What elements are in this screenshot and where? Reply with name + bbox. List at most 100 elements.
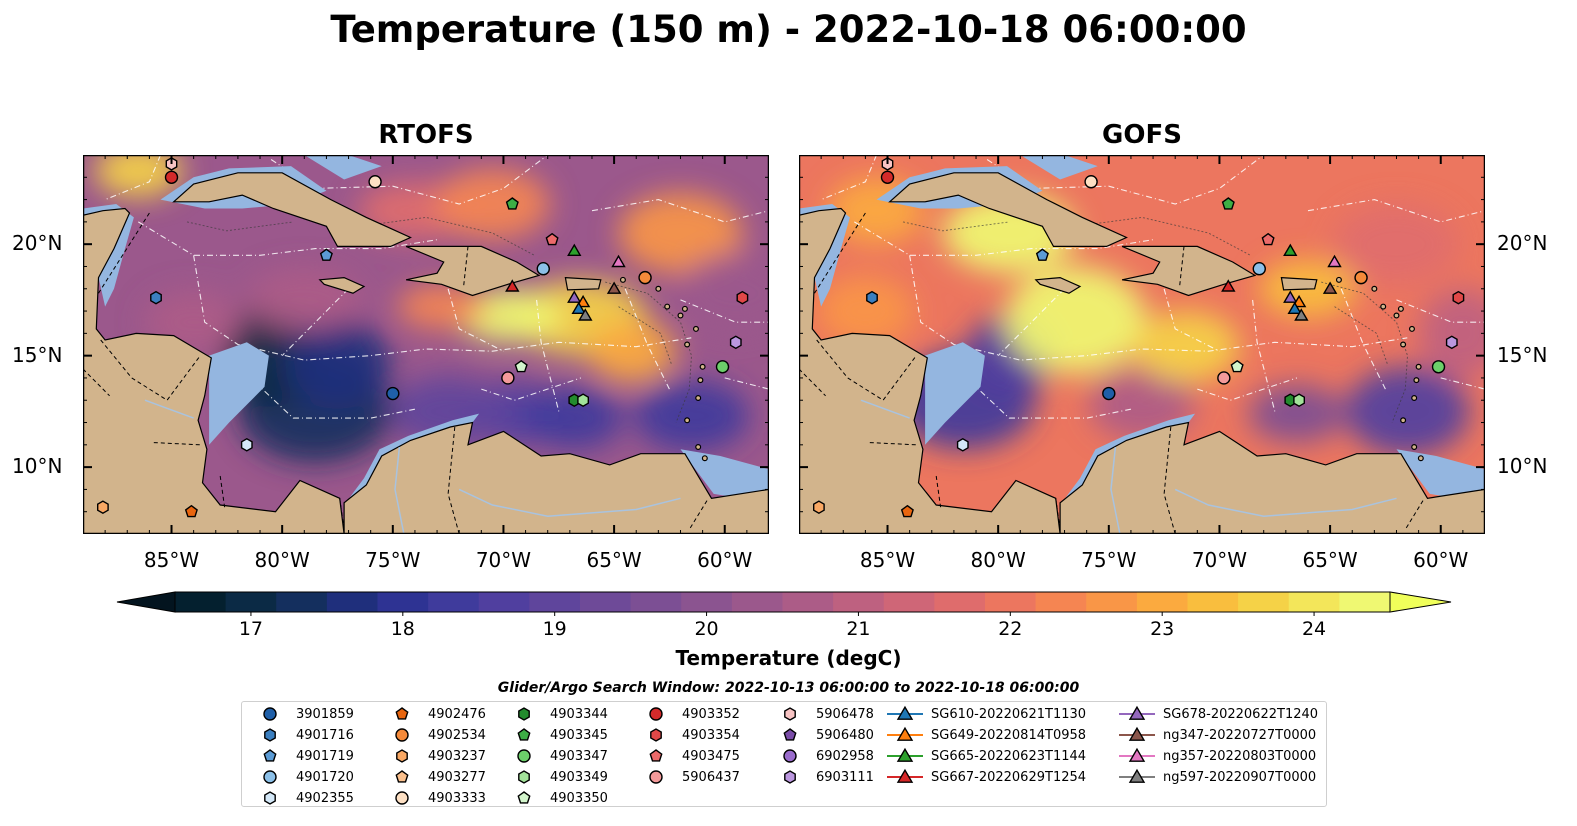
colorbar-tick-label: 19 [542, 618, 567, 640]
map-panel-gofs [799, 155, 1485, 534]
legend-marker-icon [517, 749, 531, 763]
marker-ng347-20220727T0000 [606, 281, 622, 294]
marker-4902534 [638, 270, 652, 285]
marker-4903349 [577, 393, 589, 408]
legend-marker-icon [517, 728, 531, 741]
marker-6903111 [729, 335, 742, 350]
colorbar-bin [1035, 592, 1087, 612]
marker-4903347 [715, 360, 730, 374]
legend-item-label: SG610-20220621T1130 [931, 706, 1087, 722]
colorbar-bin [934, 592, 986, 612]
marker-3901859 [1102, 386, 1116, 401]
land [83, 155, 769, 534]
legend-item-6903111: 6903111 [770, 767, 874, 787]
legend-marker-icon [518, 770, 530, 784]
marker-4903333 [1084, 175, 1098, 189]
country-borders [799, 212, 1424, 534]
lat-tick-label-left: 15°N [12, 342, 63, 367]
marker-4903352 [164, 170, 179, 184]
marker-SG665-20220623T1144 [567, 243, 582, 257]
marker-SG667-20220629T1254 [505, 279, 520, 292]
legend-item-label: 4903333 [428, 790, 486, 806]
marker-SG667-20220629T1254 [1221, 279, 1236, 292]
marker-4903350 [1230, 359, 1244, 373]
legend-item-ng357-20220803T0000: ng357-20220803T0000 [1117, 746, 1316, 766]
bathymetry-contours [186, 216, 692, 423]
lat-tick-label-left: 10°N [12, 454, 63, 479]
legend-item-4903349: 4903349 [504, 767, 608, 787]
lon-tick-label: 80°W [970, 548, 1026, 572]
lon-tick-label: 75°W [365, 548, 421, 572]
marker-4903350 [514, 359, 528, 373]
legend-item-label: 4903344 [550, 706, 608, 722]
legend-marker-icon [784, 770, 796, 784]
marker-ng357-20220803T0000 [611, 254, 626, 268]
legend-item-SG667-20220629T1254: SG667-20220629T1254 [885, 767, 1086, 787]
marker-4901720 [536, 261, 550, 276]
rivers [144, 399, 681, 534]
map-panel-rtofs [83, 155, 769, 534]
marker-SG610-20220621T1130 [1287, 301, 1302, 315]
marker-4902534 [1354, 270, 1368, 285]
legend-item-label: 4903237 [428, 748, 486, 764]
marker-ng347-20220727T0000 [1322, 281, 1338, 294]
legend-item-4902534: 4902534 [382, 725, 486, 745]
marker-4903354 [1452, 290, 1465, 305]
marker-4901720 [1252, 261, 1266, 276]
colorbar-bin [1339, 592, 1391, 612]
legend-item-label: 4903277 [428, 769, 486, 785]
legend-item-4903344: 4903344 [504, 704, 608, 724]
legend-item-label: 5906478 [816, 706, 874, 722]
colorbar-bin [1288, 592, 1340, 612]
colorbar-bin [225, 592, 277, 612]
marker-ng597-20220907T0000 [578, 308, 593, 321]
lon-tick-label: 70°W [1191, 548, 1248, 572]
legend-marker-icon [783, 749, 797, 763]
marker-4902476 [900, 504, 914, 518]
legend-item-label: 4901719 [296, 748, 354, 764]
country-borders [83, 212, 708, 534]
legend-marker-icon [395, 707, 409, 720]
colorbar-bin [377, 592, 429, 612]
legend-marker-icon [649, 749, 663, 762]
legend-item-label: 3901859 [296, 706, 354, 722]
legend-marker-icon [887, 705, 923, 720]
legend-marker-icon [650, 728, 662, 742]
lon-tick-label: 65°W [586, 548, 642, 572]
legend-item-SG665-20220623T1144: SG665-20220623T1144 [885, 746, 1086, 766]
lon-tick-label: 85°W [143, 548, 200, 572]
legend-item-4903347: 4903347 [504, 746, 608, 766]
legend-item-label: 4903349 [550, 769, 608, 785]
legend-marker-icon [649, 707, 663, 721]
legend-marker-icon [784, 707, 796, 721]
lat-tick-label-left: 20°N [12, 231, 63, 256]
land [799, 155, 1485, 534]
legend-item-label: 5906437 [682, 769, 740, 785]
marker-4903345 [1221, 197, 1235, 210]
legend-marker-icon [263, 770, 277, 784]
legend-item-label: SG649-20220814T0958 [931, 727, 1087, 743]
colorbar-tick-label: 23 [1150, 618, 1175, 640]
colorbar-bin [883, 592, 935, 612]
legend-item-4903352: 4903352 [636, 704, 740, 724]
colorbar-bin [428, 592, 480, 612]
legend-item-4903237: 4903237 [382, 746, 486, 766]
marker-6903111 [1445, 335, 1458, 350]
legend-marker-icon [517, 791, 531, 804]
lon-tick-label: 60°W [697, 548, 753, 572]
legend-item-label: 6903111 [816, 769, 874, 785]
legend-item-label: SG678-20220622T1240 [1163, 706, 1319, 722]
legend-item-label: 4903347 [550, 748, 608, 764]
lat-tick-label-right: 15°N [1497, 342, 1548, 367]
colorbar-bin [478, 592, 530, 612]
legend-item-4903333: 4903333 [382, 788, 486, 808]
legend-item-4901719: 4901719 [250, 746, 354, 766]
legend-marker-icon [1119, 705, 1155, 720]
map-frame [799, 155, 1485, 534]
colorbar-bin [731, 592, 784, 612]
colorbar-bin [1136, 592, 1189, 612]
colorbar-bin [1238, 592, 1290, 612]
legend-item-ng347-20220727T0000: ng347-20220727T0000 [1117, 725, 1316, 745]
colorbar [116, 591, 1452, 616]
map-frame [83, 155, 769, 534]
